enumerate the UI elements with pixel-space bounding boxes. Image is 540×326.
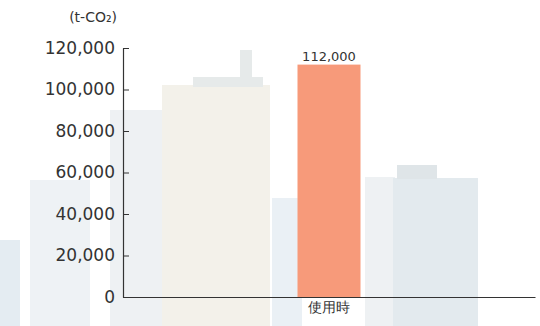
y-tick-mark	[123, 214, 129, 215]
background-building	[193, 77, 263, 87]
y-tick: 20,000	[56, 245, 129, 265]
y-tick-mark	[123, 131, 129, 132]
x-tick: 使用時	[308, 297, 350, 315]
data-labels: 112,000	[302, 49, 356, 64]
data-label: 112,000	[302, 49, 356, 64]
y-tick-label: 60,000	[56, 162, 115, 182]
y-tick: 60,000	[56, 162, 129, 182]
y-tick-mark	[123, 48, 129, 49]
x-axis: 使用時	[124, 297, 536, 315]
y-tick-mark	[123, 90, 129, 91]
y-tick: 80,000	[56, 121, 129, 141]
background-building	[0, 240, 20, 326]
x-tick-label: 使用時	[308, 299, 350, 315]
background-building	[397, 165, 437, 179]
y-tick-mark	[123, 173, 129, 174]
bars	[298, 65, 361, 297]
background-building	[272, 198, 302, 326]
plot: 0 20,000 40,000 60,000 80,000 100,000 120,000 使…	[45, 38, 536, 315]
y-tick-label: 100,000	[45, 79, 115, 99]
background-building	[393, 178, 478, 326]
y-axis-title: (t-CO₂)	[69, 9, 117, 25]
y-tick-mark	[123, 256, 129, 257]
chart: 0 20,000 40,000 60,000 80,000 100,000 120,000 使…	[0, 0, 540, 326]
y-tick: 100,000	[45, 79, 129, 99]
y-tick: 40,000	[56, 204, 129, 224]
x-axis-line	[124, 297, 536, 298]
y-tick-label: 80,000	[56, 121, 115, 141]
background-building	[365, 177, 395, 326]
background-building	[162, 85, 270, 326]
background	[0, 50, 478, 326]
y-tick-label: 120,000	[45, 38, 115, 58]
background-building	[110, 110, 170, 326]
y-tick: 120,000	[45, 38, 129, 58]
background-building	[240, 50, 252, 80]
y-tick-label: 40,000	[56, 204, 115, 224]
bar	[298, 65, 361, 297]
y-axis: 0 20,000 40,000 60,000 80,000 100,000 120,000	[45, 38, 129, 307]
y-tick-label: 0	[104, 287, 115, 307]
y-tick-label: 20,000	[56, 245, 115, 265]
